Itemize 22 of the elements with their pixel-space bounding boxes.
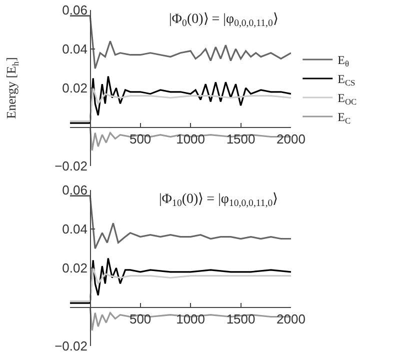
x-tick-label: 2000 xyxy=(276,312,306,327)
legend-label: E$_{C}$ xyxy=(338,110,351,126)
x-tick-label: 1500 xyxy=(226,132,256,147)
y-tick-label: 0.02 xyxy=(62,80,88,96)
x-tick-label: 1000 xyxy=(176,132,206,147)
x-tick-label: 500 xyxy=(129,312,152,327)
x-tick-label: 2000 xyxy=(276,132,306,147)
annotation: |Φ$_{10}$(0)⟩ = |φ$_{10,0,0,11,0}$⟩ xyxy=(159,192,278,209)
y-tick-label: 0.04 xyxy=(62,42,88,57)
y-tick-label: 0.06 xyxy=(62,182,88,198)
y-tick-label: 0.02 xyxy=(62,260,88,276)
legend-label: E$_{θ}$ xyxy=(338,53,349,69)
x-tick-label: 1500 xyxy=(226,312,256,327)
y-tick-label: 0.06 xyxy=(62,2,88,18)
x-tick-label: 1000 xyxy=(176,312,206,327)
x-tick-label: 500 xyxy=(129,132,152,147)
y-tick-label: −0.02 xyxy=(54,158,88,174)
y-tick-label: 0.04 xyxy=(62,222,88,237)
y-tick-label: −0.02 xyxy=(54,338,88,354)
annotation: |Φ$_{0}$(0)⟩ = |φ$_{0,0,0,11,0}$⟩ xyxy=(169,12,278,29)
legend-label: E$_{OC}$ xyxy=(338,91,358,107)
legend-label: E$_{CS}$ xyxy=(338,72,356,88)
